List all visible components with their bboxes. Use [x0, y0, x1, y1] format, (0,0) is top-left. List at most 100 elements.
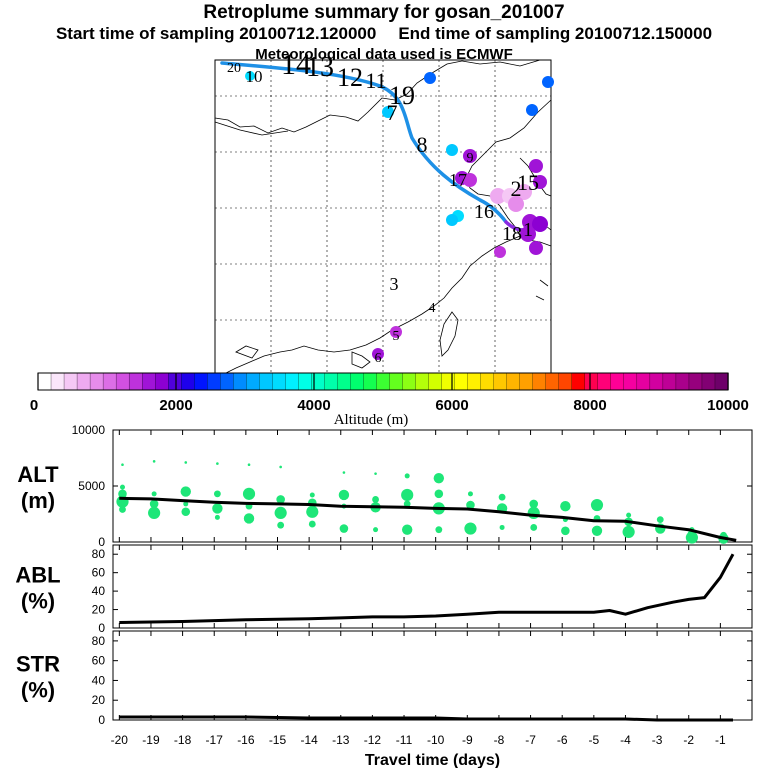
panel-label: ALT: [17, 462, 59, 487]
panel-frame: [112, 544, 753, 629]
day-marker: 6: [375, 351, 382, 366]
altitude-marker: [390, 326, 402, 338]
alt-scatter-point: [622, 525, 635, 539]
colorbar-cell: [181, 372, 195, 391]
altitude-marker: [372, 348, 384, 360]
x-tick-label: -2: [683, 733, 694, 747]
day-marker: 12: [337, 63, 363, 92]
altitude-marker: [424, 72, 436, 84]
alt-scatter-point: [560, 500, 571, 512]
alt-scatter-point: [274, 506, 287, 519]
colorbar-tick-label: 4000: [297, 397, 330, 414]
x-tick-label: -1: [715, 733, 726, 747]
x-tick-label: -17: [206, 733, 224, 747]
x-tick-label: -4: [620, 733, 631, 747]
sampling-times: Start time of sampling 20100712.120000 En…: [0, 24, 768, 44]
x-tick-label: -9: [462, 733, 473, 747]
x-tick-label: -15: [269, 733, 287, 747]
x-tick-label: -13: [332, 733, 350, 747]
alt-scatter-point: [434, 489, 444, 499]
alt-scatter-point: [464, 522, 477, 535]
y-tick-label: 60: [92, 566, 106, 580]
colorbar-cell: [558, 372, 573, 391]
alt-scatter-point: [466, 500, 475, 510]
alt-scatter-point: [247, 463, 251, 467]
x-tick-label: -6: [557, 733, 568, 747]
colorbar-cell: [662, 372, 677, 391]
alt-scatter-point: [373, 527, 379, 533]
colorbar-cell: [428, 372, 443, 391]
day-marker: 15: [517, 170, 539, 195]
colorbar-cell: [545, 372, 560, 391]
colorbar-cell: [701, 372, 716, 391]
day-marker: 20: [227, 61, 241, 76]
altitude-markers: [245, 71, 554, 360]
x-tick-label: -12: [364, 733, 382, 747]
alt-scatter-point: [119, 484, 125, 490]
alt-scatter-point: [403, 500, 411, 508]
colorbar-cell: [259, 372, 273, 391]
colorbar-cell: [480, 372, 495, 391]
day-marker: 3: [390, 274, 399, 294]
colorbar-cell: [37, 372, 52, 391]
colorbar-cell: [233, 372, 247, 391]
colorbar-cell: [441, 372, 456, 391]
alt-scatter-point: [242, 487, 256, 500]
colorbar-cell: [675, 372, 690, 391]
alt-scatter-point: [277, 521, 285, 529]
x-tick-label: -5: [588, 733, 599, 747]
x-tick-label: -3: [652, 733, 663, 747]
x-tick-label: -20: [111, 733, 129, 747]
day-marker: 17: [449, 170, 467, 190]
alt-scatter-point: [591, 525, 603, 536]
colorbar-cell: [272, 372, 287, 391]
colorbar-cell: [298, 372, 313, 391]
y-tick-label: 0: [98, 535, 105, 549]
colorbar-cell: [285, 372, 300, 391]
altitude-marker: [520, 226, 536, 242]
colorbar-cell: [402, 372, 417, 391]
panel-unit: (m): [21, 488, 55, 513]
day-marker: 14: [281, 48, 311, 81]
colorbar-cell: [584, 372, 599, 391]
x-tick-label: -7: [525, 733, 536, 747]
x-tick-label: -14: [300, 733, 318, 747]
day-marker: 18: [502, 223, 522, 245]
altitude-marker: [490, 188, 506, 204]
colorbar-tick-label: 8000: [573, 397, 606, 414]
panel-label: STR: [16, 652, 60, 677]
alt-scatter-point: [119, 506, 126, 513]
colorbar-label: Altitude (m): [334, 412, 409, 428]
altitude-colorbar: 0 2000 4000 6000 8000 10000 Altitude (m): [30, 372, 749, 428]
alt-scatter-point: [213, 490, 221, 498]
y-tick-label: 0: [98, 713, 105, 727]
met-data-label: Meteorological data used is ECMWF: [255, 46, 513, 63]
alt-scatter-point: [152, 460, 156, 463]
alt-scatter-point: [181, 507, 191, 517]
alt-scatter-point: [529, 499, 539, 509]
alt-scatter-point: [374, 472, 377, 475]
day-marker: 8: [417, 132, 428, 157]
y-tick-label: 80: [92, 547, 106, 561]
alt-scatter-point: [527, 506, 540, 519]
y-tick-label: 80: [92, 634, 106, 648]
panel-frame: [112, 630, 753, 721]
x-tick-label: -16: [237, 733, 255, 747]
altitude-marker: [446, 214, 458, 226]
y-tick-label: 60: [92, 654, 106, 668]
alt-scatter-point: [561, 526, 570, 536]
colorbar-cell: [350, 372, 365, 391]
trajectory-path: [220, 61, 508, 224]
colorbar-tick-label: 6000: [435, 397, 468, 414]
alt-scatter-point: [243, 513, 255, 524]
colorbar-cell: [207, 372, 221, 391]
altitude-marker: [463, 173, 477, 187]
colorbar-cell: [649, 372, 664, 391]
colorbar-cell: [623, 372, 638, 391]
altitude-marker: [446, 144, 458, 156]
altitude-marker: [529, 241, 543, 255]
panel-label: ABL: [15, 563, 60, 588]
time-series-panels: 1000050000ALT(m)806040200ABL(%)806040200…: [15, 423, 753, 768]
x-tick-label: -11: [396, 733, 413, 747]
